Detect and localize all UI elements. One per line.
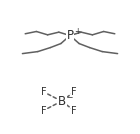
Text: B: B [58, 95, 66, 108]
Text: −: − [66, 93, 73, 102]
Text: P: P [66, 29, 74, 42]
Text: F: F [71, 87, 77, 97]
Text: F: F [71, 106, 77, 116]
Text: +: + [74, 27, 80, 36]
Text: F: F [41, 87, 46, 97]
Text: F: F [41, 106, 46, 116]
